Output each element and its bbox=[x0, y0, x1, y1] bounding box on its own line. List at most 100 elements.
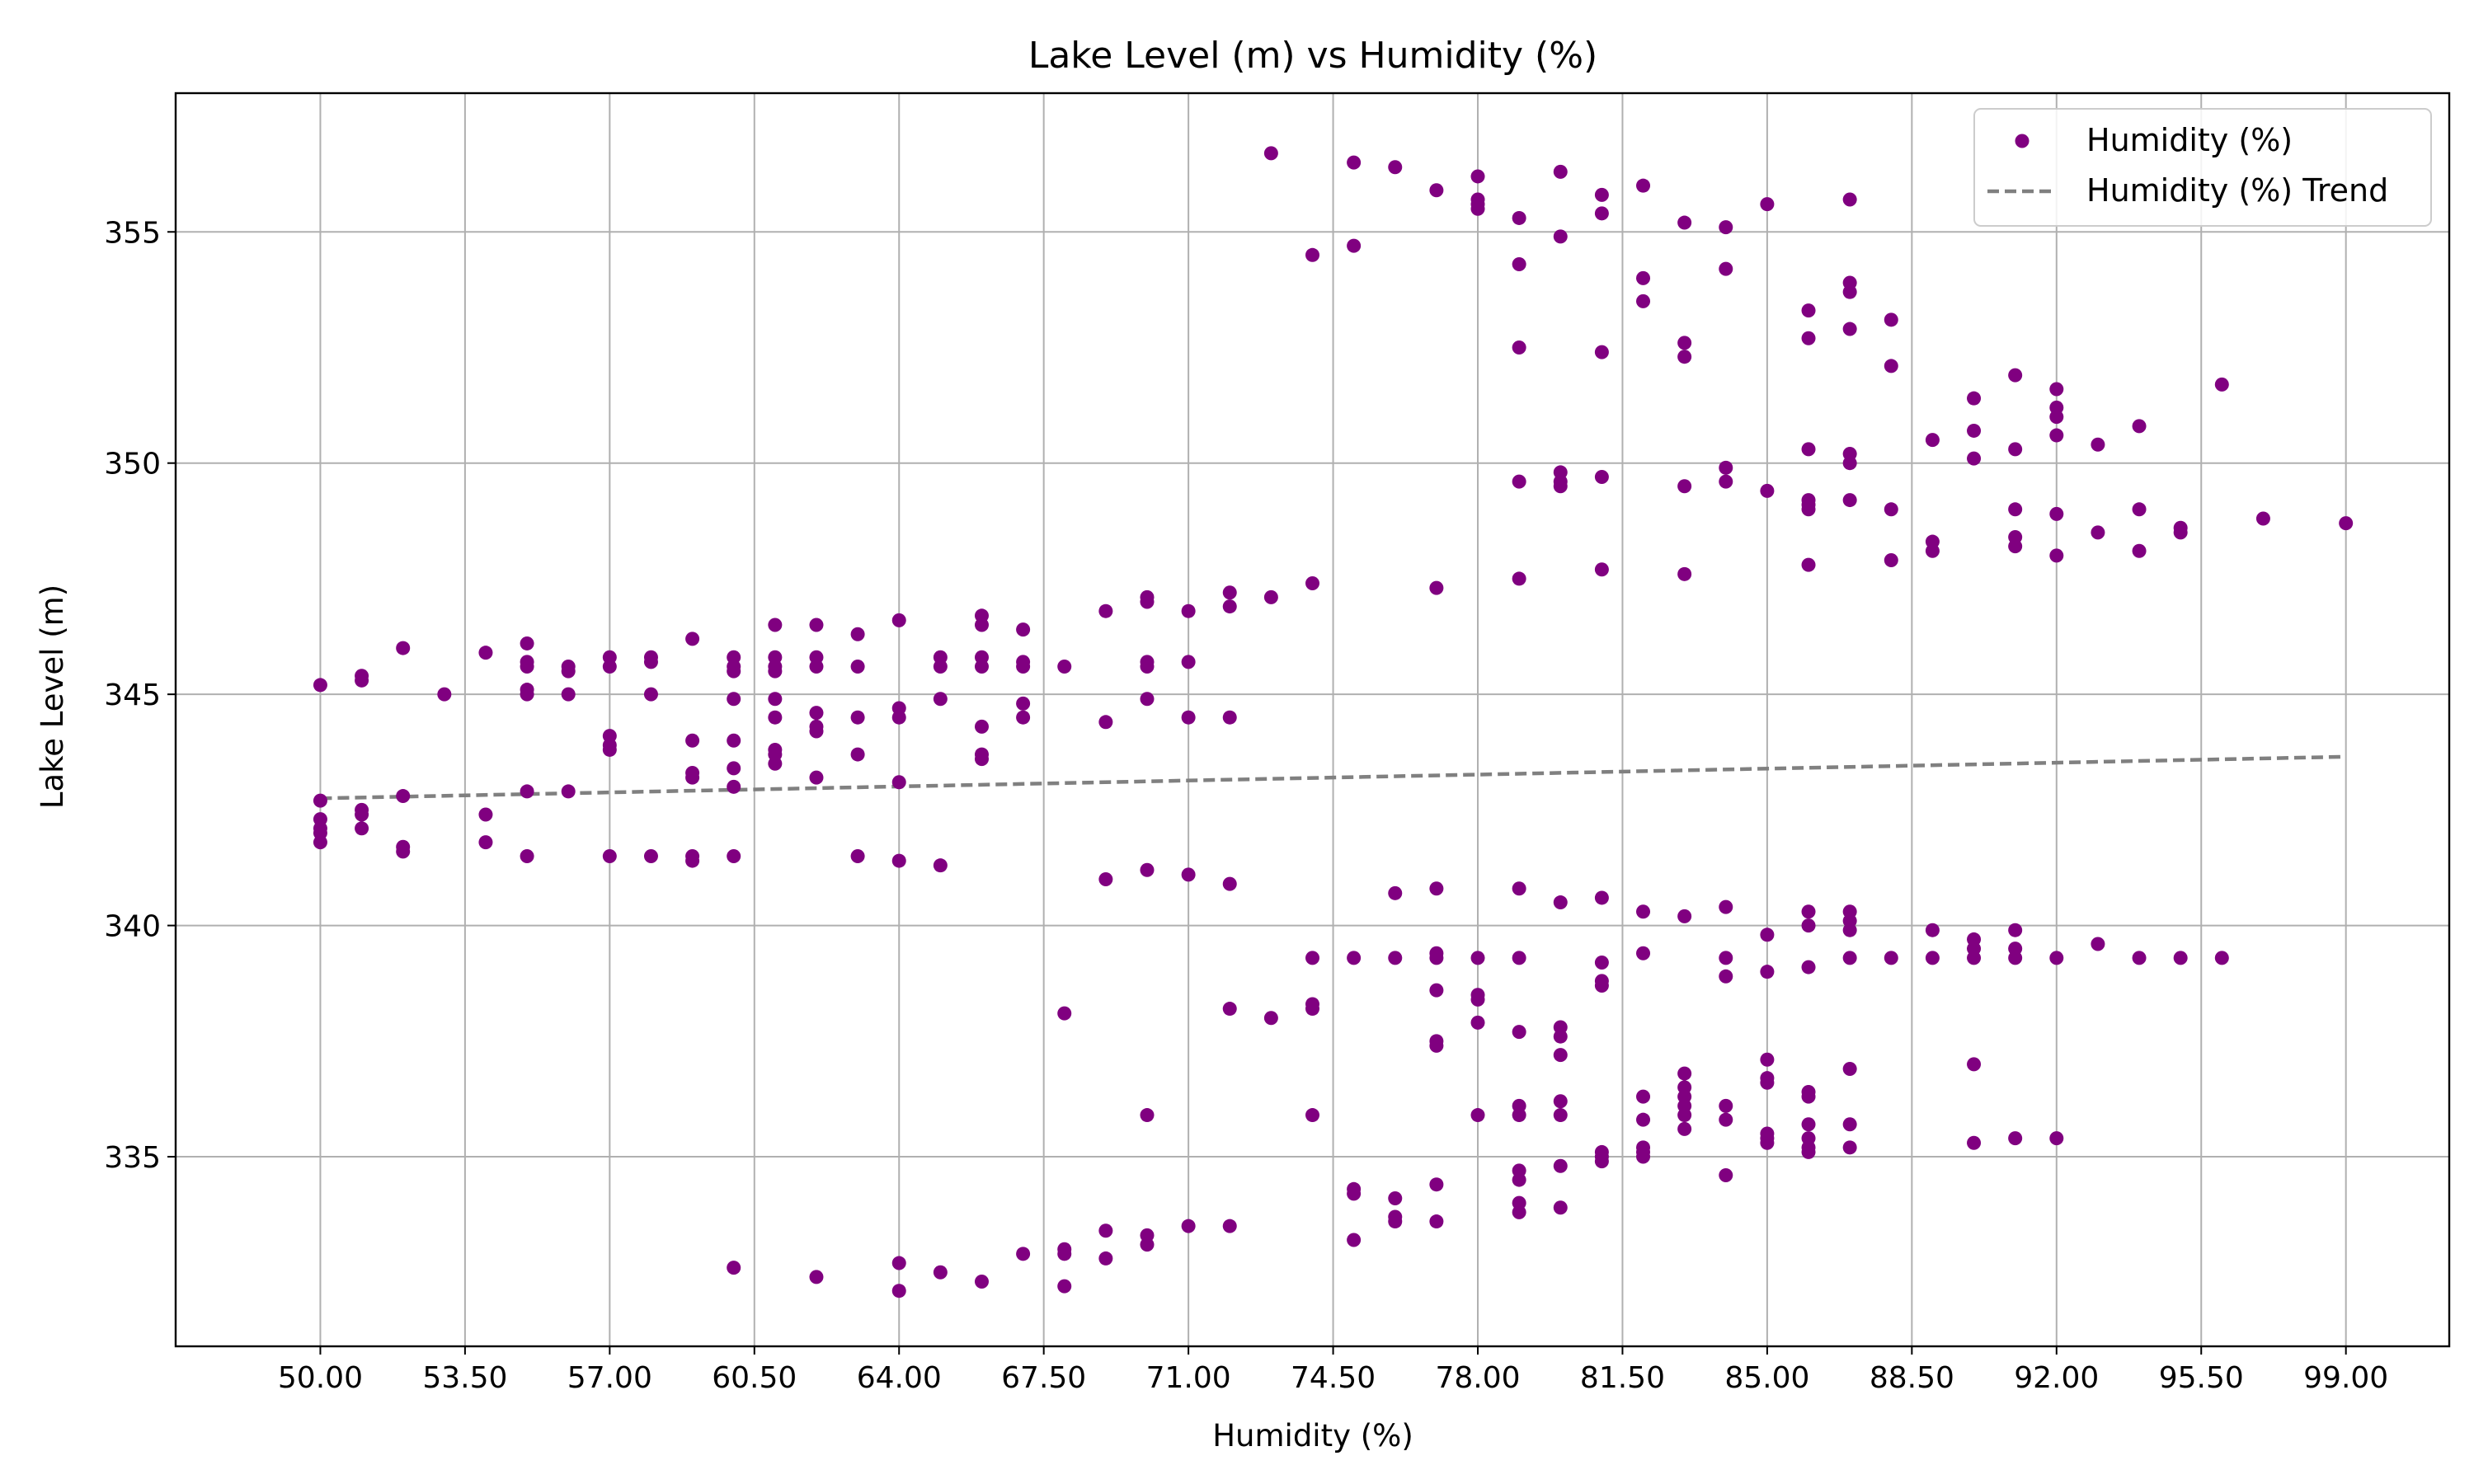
data-point bbox=[727, 848, 741, 863]
x-tick-label: 78.00 bbox=[1435, 1361, 1520, 1395]
data-point bbox=[1594, 1154, 1609, 1169]
data-point bbox=[602, 659, 617, 674]
x-axis-label: Humidity (%) bbox=[1212, 1418, 1413, 1453]
data-point bbox=[1305, 576, 1319, 591]
data-point bbox=[1512, 340, 1526, 355]
data-point bbox=[1842, 493, 1857, 508]
data-point bbox=[2091, 437, 2105, 452]
data-point bbox=[1594, 955, 1609, 970]
legend-marker-points bbox=[2015, 134, 2030, 148]
data-point bbox=[2173, 525, 2188, 540]
data-point bbox=[1677, 909, 1692, 923]
data-point bbox=[1347, 238, 1362, 253]
data-point bbox=[1429, 1038, 1444, 1053]
data-point bbox=[520, 636, 534, 650]
data-point bbox=[1636, 1149, 1651, 1164]
trend-line bbox=[320, 754, 2346, 801]
data-point bbox=[1470, 992, 1485, 1007]
data-point bbox=[768, 710, 783, 725]
data-point bbox=[1553, 479, 1568, 494]
data-point bbox=[891, 710, 906, 725]
data-point bbox=[643, 687, 658, 702]
data-point bbox=[974, 719, 989, 734]
data-point bbox=[727, 733, 741, 748]
data-point bbox=[2255, 511, 2270, 526]
data-point bbox=[1140, 659, 1155, 674]
data-point bbox=[1842, 284, 1857, 299]
data-point bbox=[1719, 474, 1733, 489]
data-point bbox=[1098, 872, 1113, 887]
data-point bbox=[727, 692, 741, 707]
data-point bbox=[1967, 423, 1982, 438]
x-tick-label: 95.50 bbox=[2159, 1361, 2244, 1395]
x-tick-label: 99.00 bbox=[2303, 1361, 2388, 1395]
data-point bbox=[1760, 1052, 1775, 1067]
data-point bbox=[809, 618, 824, 632]
data-point bbox=[1842, 322, 1857, 336]
data-point bbox=[1594, 890, 1609, 905]
data-point bbox=[768, 664, 783, 679]
data-point bbox=[1925, 433, 1940, 448]
data-point bbox=[1801, 904, 1816, 919]
data-point bbox=[933, 858, 948, 873]
data-point bbox=[1470, 169, 1485, 184]
data-point bbox=[1222, 710, 1237, 725]
data-point bbox=[1222, 599, 1237, 614]
data-point bbox=[478, 835, 493, 850]
data-point bbox=[1801, 502, 1816, 517]
data-point bbox=[768, 756, 783, 771]
data-point bbox=[1305, 1002, 1319, 1017]
data-point bbox=[1884, 359, 1898, 373]
data-point bbox=[685, 632, 700, 646]
data-point bbox=[1677, 1121, 1692, 1136]
data-point bbox=[643, 655, 658, 669]
data-point bbox=[1181, 710, 1196, 725]
data-point bbox=[478, 646, 493, 660]
x-tick-label: 50.00 bbox=[278, 1361, 363, 1395]
data-point bbox=[850, 747, 865, 762]
data-point bbox=[1388, 1214, 1403, 1229]
y-tick-label: 345 bbox=[104, 679, 161, 712]
data-point bbox=[1884, 951, 1898, 965]
data-point bbox=[520, 848, 534, 863]
data-point bbox=[809, 706, 824, 721]
data-point bbox=[1512, 474, 1526, 489]
data-point bbox=[1553, 1108, 1568, 1123]
data-point bbox=[1429, 183, 1444, 198]
data-point bbox=[1842, 923, 1857, 937]
data-point bbox=[1967, 1057, 1982, 1072]
data-point bbox=[850, 659, 865, 674]
data-point bbox=[1801, 1144, 1816, 1159]
x-tick-label: 85.00 bbox=[1724, 1361, 1809, 1395]
x-tick-label: 71.00 bbox=[1146, 1361, 1231, 1395]
data-point bbox=[1801, 918, 1816, 933]
data-point bbox=[1347, 155, 1362, 170]
data-point bbox=[1305, 951, 1319, 965]
data-point bbox=[1677, 1066, 1692, 1081]
data-point bbox=[1512, 1205, 1526, 1219]
data-point bbox=[1594, 979, 1609, 993]
x-tick-label: 53.50 bbox=[422, 1361, 507, 1395]
data-point bbox=[355, 673, 369, 688]
data-point bbox=[561, 664, 576, 679]
data-point bbox=[1760, 483, 1775, 498]
data-point bbox=[2008, 923, 2023, 937]
data-point bbox=[1512, 1108, 1526, 1123]
data-point bbox=[727, 761, 741, 776]
data-point bbox=[1016, 622, 1031, 637]
data-point bbox=[1594, 345, 1609, 359]
data-point bbox=[1512, 881, 1526, 896]
data-point bbox=[1884, 552, 1898, 567]
x-tick-label: 67.50 bbox=[1001, 1361, 1086, 1395]
data-point bbox=[2214, 377, 2229, 392]
data-point bbox=[727, 779, 741, 794]
data-point bbox=[685, 853, 700, 868]
data-point bbox=[2132, 502, 2147, 517]
data-point bbox=[1884, 312, 1898, 327]
data-point bbox=[1140, 1108, 1155, 1123]
data-point bbox=[809, 659, 824, 674]
data-point bbox=[2049, 506, 2064, 521]
data-point bbox=[2049, 951, 2064, 965]
